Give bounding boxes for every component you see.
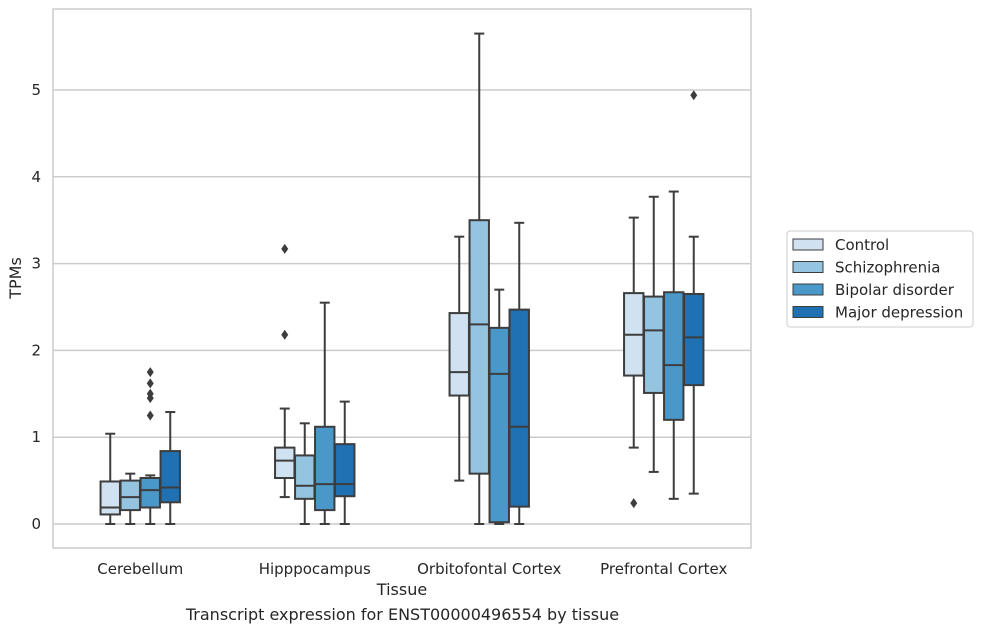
box-schizophrenia <box>294 422 316 525</box>
plot-area-frame <box>52 8 752 549</box>
legend-swatch <box>792 306 824 318</box>
y-tick-label: 4 <box>31 168 41 186</box>
box-iqr <box>159 450 181 504</box>
box-major-depression <box>508 221 530 525</box>
box-iqr <box>139 476 161 509</box>
box-iqr <box>663 291 685 421</box>
y-tick-label: 0 <box>31 515 41 533</box>
outlier-point <box>630 498 638 509</box>
box-schizophrenia <box>643 195 665 473</box>
box-iqr <box>643 295 665 394</box>
box-iqr <box>274 446 296 479</box>
outlier-point <box>281 329 289 340</box>
box-major-depression <box>683 90 705 495</box>
y-tick-labels: 0 1 2 3 4 5 <box>31 81 41 533</box>
legend-swatch <box>792 261 824 273</box>
box-control <box>274 243 296 499</box>
box-bipolar-disorder <box>314 301 336 525</box>
x-tick-label: Cerebellum <box>97 560 183 578</box>
legend-label: Schizophrenia <box>835 259 940 277</box>
box-iqr <box>119 479 141 512</box>
box-iqr <box>448 312 470 397</box>
x-tick-label: Prefrontal Cortex <box>600 560 727 578</box>
outlier-point <box>146 410 154 421</box>
box-iqr <box>294 454 316 500</box>
legend: Control Schizophrenia Bipolar disorder Majo… <box>786 230 974 328</box>
legend-swatch <box>792 283 824 296</box>
legend-label: Bipolar disorder <box>835 281 955 299</box>
box-iqr <box>488 326 510 524</box>
x-tick-label: Hipppocampus <box>259 560 371 578</box>
outlier-point <box>281 243 289 254</box>
legend-swatch <box>792 238 824 251</box>
y-axis-label: TPMs <box>6 257 25 300</box>
box-schizophrenia <box>119 472 141 525</box>
box-control <box>99 432 121 525</box>
outlier-point <box>690 90 698 101</box>
box-major-depression <box>159 411 181 525</box>
outlier-point <box>146 393 154 404</box>
box-iqr <box>468 219 490 475</box>
y-tick-label: 5 <box>31 81 41 99</box>
x-axis-label: Tissue <box>376 580 427 599</box>
y-tick-label: 3 <box>31 255 41 273</box>
outlier-point <box>146 378 154 389</box>
outlier-point <box>146 367 154 378</box>
box-schizophrenia <box>468 32 490 525</box>
box-iqr <box>683 292 705 387</box>
box-iqr <box>334 443 356 498</box>
box-bipolar-disorder <box>139 367 161 525</box>
box-control <box>623 216 645 509</box>
legend-label: Major depression <box>835 304 963 322</box>
legend-label: Control <box>835 236 889 254</box>
box-bipolar-disorder <box>488 288 510 525</box>
legend-frame <box>786 230 974 328</box>
box-iqr <box>314 425 336 512</box>
y-tick-label: 1 <box>31 428 41 446</box>
x-tick-labels: Cerebellum Hipppocampus Orbitofontal Corte… <box>97 560 727 578</box>
box-iqr <box>508 308 530 508</box>
box-groups <box>99 32 705 525</box>
box-bipolar-disorder <box>663 190 685 500</box>
figure-caption: Transcript expression for ENST0000049655… <box>185 605 620 624</box>
box-control <box>448 235 470 482</box>
y-tick-label: 2 <box>31 341 41 359</box>
box-major-depression <box>334 400 356 525</box>
x-tick-label: Orbitofontal Cortex <box>417 560 561 578</box>
box-iqr <box>99 480 121 516</box>
